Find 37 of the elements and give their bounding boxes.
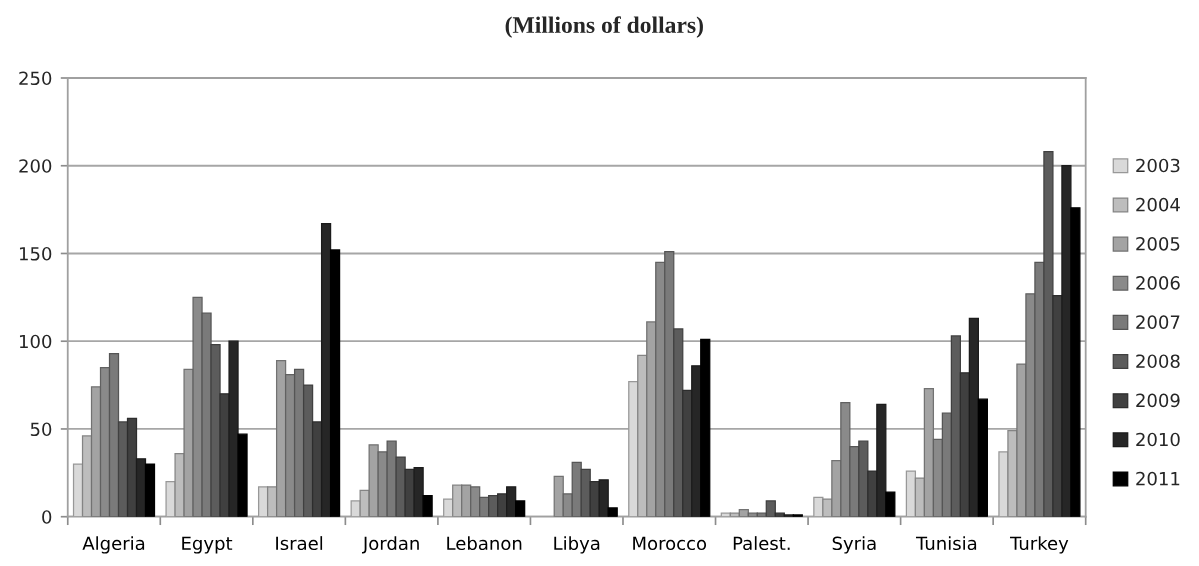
bar bbox=[237, 433, 248, 517]
x-tick-label: Israel bbox=[276, 536, 323, 551]
legend-label: 2005 bbox=[1136, 236, 1180, 251]
legend-label: 2007 bbox=[1136, 315, 1180, 329]
bar bbox=[885, 491, 896, 517]
y-tick-label: 0 bbox=[42, 510, 52, 524]
bar bbox=[422, 495, 433, 517]
chart-title: (Millions of dollars) bbox=[505, 16, 703, 38]
legend-label: 2008 bbox=[1136, 354, 1180, 369]
y-tick-label: 100 bbox=[19, 334, 52, 349]
bar bbox=[977, 398, 988, 517]
y-tick-label: 250 bbox=[19, 71, 52, 86]
x-tick-label: Morocco bbox=[633, 536, 707, 551]
y-tick-label: 150 bbox=[19, 246, 52, 261]
legend-label: 2004 bbox=[1136, 197, 1180, 212]
x-tick-label: Algeria bbox=[82, 536, 145, 554]
x-tick-label: Syria bbox=[832, 536, 876, 554]
x-tick-label: Egypt bbox=[182, 536, 233, 554]
legend-label: 2010 bbox=[1136, 432, 1180, 447]
y-tick-label: 200 bbox=[19, 159, 52, 173]
bar bbox=[515, 500, 526, 517]
x-tick-label: Libya bbox=[554, 536, 600, 554]
x-tick-label: Tunisia bbox=[915, 536, 977, 551]
bar bbox=[329, 249, 341, 517]
bar bbox=[1070, 207, 1081, 517]
legend-label: 2006 bbox=[1136, 276, 1180, 290]
legend-label: 2011 bbox=[1136, 471, 1180, 486]
legend-label: 2003 bbox=[1136, 158, 1180, 173]
x-tick-label: Turkey bbox=[1009, 536, 1069, 554]
x-tick-label: Lebanon bbox=[447, 536, 522, 551]
bar bbox=[144, 463, 156, 517]
x-tick-label: Jordan bbox=[361, 536, 419, 554]
legend-label: 2009 bbox=[1136, 393, 1180, 408]
bar bbox=[607, 507, 618, 517]
x-tick-label: Palest. bbox=[733, 536, 790, 551]
y-tick-label: 50 bbox=[30, 422, 52, 437]
bar bbox=[700, 338, 711, 517]
